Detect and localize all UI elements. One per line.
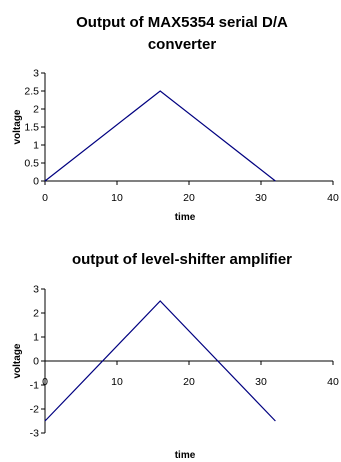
chart-1-y-axis-label: voltage (12, 109, 23, 144)
chart-2-title-line-1: output of level-shifter amplifier (72, 251, 292, 268)
chart-1-y-tick-label: 2.5 (24, 86, 39, 98)
chart-2-y-tick-label: 0 (33, 356, 39, 368)
chart-1-title-line-1: Output of MAX5354 serial D/A (76, 14, 288, 31)
chart-1-x-axis-label: time (175, 212, 196, 223)
chart-1-y-tick-label: 0.5 (24, 158, 39, 170)
chart-1-y-tick-label: 0 (33, 176, 39, 188)
chart-2-y-tick-label: 2 (33, 308, 39, 320)
chart-1-series-line (44, 90, 276, 182)
chart-1-x-tick-label: 20 (183, 192, 195, 204)
chart-2-x-axis-label: time (175, 450, 196, 461)
chart-2-x-tick-label: 0 (42, 376, 48, 388)
chart-1-x-tick-label: 40 (327, 192, 339, 204)
chart-2-y-axis-label: voltage (12, 343, 23, 378)
chart-2-x-tick-label: 20 (183, 376, 195, 388)
chart-1-x-tick-label: 30 (255, 192, 267, 204)
chart-2-x-tick-label: 10 (111, 376, 123, 388)
chart-2-y-tick-label: 1 (33, 332, 39, 344)
chart-2-series-line (44, 300, 276, 422)
chart-2-y-tick-label: 3 (33, 284, 39, 296)
chart-1-y-tick-label: 2 (33, 104, 39, 116)
chart-1-y-tick-label: 1.5 (24, 122, 39, 134)
chart-2-y-tick-label: -3 (30, 428, 39, 440)
chart-2-y-tick-label: -1 (30, 380, 39, 392)
chart-1-title-line-2: converter (148, 36, 217, 53)
chart-2-x-tick-label: 30 (255, 376, 267, 388)
chart-2-x-tick-label: 40 (327, 376, 339, 388)
chart-1-y-tick-label: 1 (33, 140, 39, 152)
chart-1-y-tick-label: 3 (33, 68, 39, 80)
chart-1-x-tick-label: 0 (42, 192, 48, 204)
chart-1-x-tick-label: 10 (111, 192, 123, 204)
chart-2-y-tick-label: -2 (30, 404, 39, 416)
